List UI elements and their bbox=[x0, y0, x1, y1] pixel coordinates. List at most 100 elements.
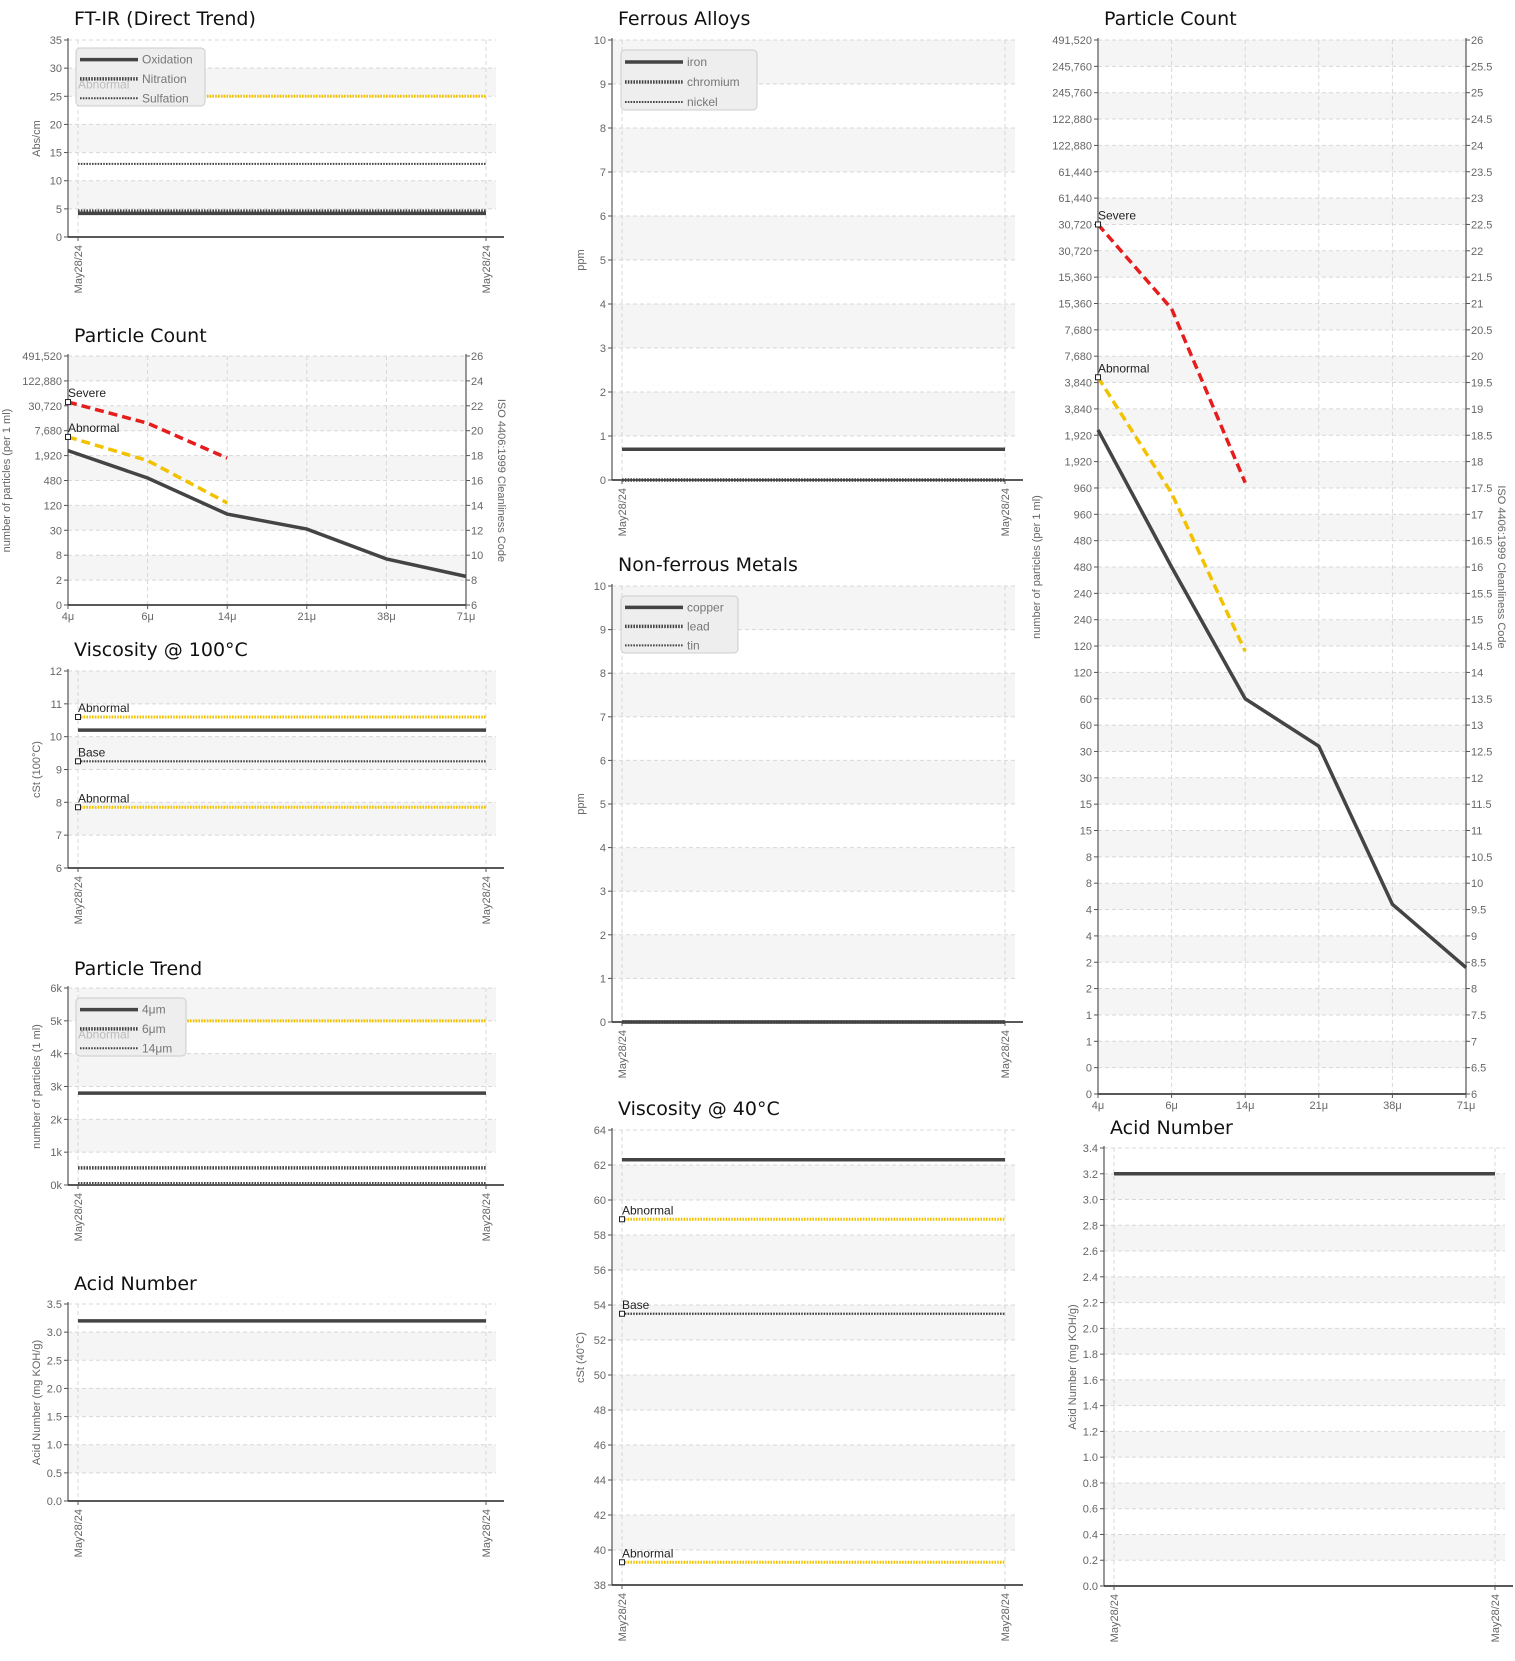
y-tick-label: 9 bbox=[600, 625, 606, 637]
legend-box bbox=[620, 49, 758, 111]
chart-title: Particle Count bbox=[74, 325, 207, 347]
y-tick-label: 2.4 bbox=[1083, 1272, 1098, 1284]
legend-label: copper bbox=[687, 600, 724, 614]
y-tick-label: 1.5 bbox=[47, 1412, 62, 1424]
y-tick-label: 3,840 bbox=[1064, 404, 1092, 416]
y2-tick-label: 16 bbox=[471, 476, 483, 488]
y-tick-label: 2 bbox=[1086, 984, 1092, 996]
y-tick-label: 35 bbox=[50, 35, 62, 47]
legend-note: Abnormal bbox=[78, 78, 129, 92]
legend-label: iron bbox=[687, 55, 707, 69]
y-tick-label: 2.0 bbox=[47, 1383, 62, 1395]
band bbox=[1098, 725, 1466, 752]
x-tick-label: May28/24 bbox=[73, 245, 85, 293]
y-tick-label: 30 bbox=[50, 63, 62, 75]
band bbox=[612, 1445, 1015, 1480]
x-tick-label: 14μ bbox=[218, 611, 237, 623]
band bbox=[68, 124, 496, 153]
y-tick-label: 5 bbox=[600, 255, 606, 267]
band bbox=[1098, 619, 1466, 647]
y-tick-label: 10 bbox=[594, 581, 606, 593]
band bbox=[612, 760, 1015, 804]
y-tick-label: 0.5 bbox=[47, 1468, 62, 1480]
y-tick-label: 11 bbox=[51, 699, 62, 711]
x-tick-label: 38μ bbox=[377, 611, 396, 623]
chart-title: Acid Number bbox=[1110, 1117, 1233, 1139]
y-tick-label: 61,440 bbox=[1058, 167, 1092, 179]
band bbox=[1098, 408, 1466, 436]
y-tick-label: 8 bbox=[56, 797, 62, 809]
y-tick-label: 2 bbox=[600, 387, 606, 399]
legend-label: tin bbox=[687, 638, 700, 652]
y-axis-label: Acid Number (mg KOH/g) bbox=[31, 1340, 43, 1465]
y-tick-label: 7 bbox=[600, 167, 606, 179]
limit-label: Abnormal bbox=[78, 791, 129, 805]
y2-tick-label: 12 bbox=[1471, 773, 1483, 785]
y-tick-label: 42 bbox=[594, 1510, 606, 1522]
y-tick-label: 52 bbox=[594, 1335, 606, 1347]
band bbox=[1098, 198, 1466, 225]
y2-tick-label: 19.5 bbox=[1471, 378, 1492, 390]
y-tick-label: 2.2 bbox=[1083, 1298, 1098, 1310]
y2-tick-label: 26 bbox=[471, 351, 483, 363]
y-tick-label: 15 bbox=[1080, 826, 1092, 838]
limit-marker bbox=[75, 804, 81, 811]
y-axis-label: number of particles (per 1 ml) bbox=[1031, 495, 1043, 639]
y-tick-label: 6 bbox=[600, 755, 606, 767]
band bbox=[68, 455, 466, 481]
limit-marker bbox=[619, 1216, 625, 1223]
y2-tick-label: 17 bbox=[1471, 509, 1483, 521]
y2-tick-label: 10 bbox=[1471, 878, 1483, 890]
y-tick-label: 61,440 bbox=[1058, 193, 1092, 205]
chart-ftir: FT-IR (Direct Trend) 0 5 10 15 20 25 30 35 Abs/cm… bbox=[31, 8, 504, 293]
x-tick-label: May28/24 bbox=[617, 488, 629, 536]
y2-tick-label: 14 bbox=[471, 500, 483, 512]
curve-label: Severe bbox=[1098, 208, 1136, 222]
x-tick-label: 6μ bbox=[1165, 1100, 1177, 1112]
chart-nonferrous: Non-ferrous Metals 0 1 2 3 4 5 6 7 8 9 10 ppm May28/2… bbox=[575, 554, 1023, 1078]
band bbox=[1098, 40, 1466, 67]
chart-acid_small: Acid Number 0.0 0.5 1.0 1.5 2.0 2.5 3.0 3.5 Acid … bbox=[31, 1273, 504, 1557]
limit-marker bbox=[75, 758, 81, 765]
y2-tick-label: 6 bbox=[471, 600, 477, 612]
series-line-value bbox=[67, 448, 467, 579]
y-tick-label: 9 bbox=[600, 79, 606, 91]
y2-tick-label: 24 bbox=[471, 376, 483, 388]
limit-label: Base bbox=[78, 745, 106, 759]
band bbox=[1104, 1173, 1505, 1200]
y-tick-label: 7,680 bbox=[1064, 351, 1092, 363]
y-tick-label: 30,720 bbox=[1058, 219, 1092, 231]
y-tick-label: 1.4 bbox=[1083, 1401, 1098, 1413]
y-tick-label: 120 bbox=[1074, 667, 1092, 679]
band bbox=[1104, 1225, 1505, 1252]
y2-tick-label: 7 bbox=[1471, 1036, 1477, 1048]
band bbox=[612, 1375, 1015, 1410]
band bbox=[1098, 988, 1466, 1015]
legend-label: 6μm bbox=[142, 1022, 166, 1036]
y-tick-label: 960 bbox=[1074, 483, 1092, 495]
y-axis-label: Acid Number (mg KOH/g) bbox=[1067, 1304, 1079, 1429]
band bbox=[612, 304, 1015, 348]
y-tick-label: 0.0 bbox=[1083, 1581, 1098, 1593]
y-tick-label: 60 bbox=[1080, 694, 1092, 706]
band bbox=[612, 1305, 1015, 1340]
y-tick-label: 245,760 bbox=[1052, 61, 1092, 73]
band bbox=[1104, 1276, 1505, 1303]
y-tick-label: 5k bbox=[50, 1016, 62, 1028]
x-tick-label: 21μ bbox=[1310, 1100, 1329, 1112]
y-axis-label: ppm bbox=[575, 793, 587, 814]
y-tick-label: 48 bbox=[594, 1405, 606, 1417]
y-tick-label: 4k bbox=[50, 1049, 62, 1061]
y-tick-label: 30,720 bbox=[28, 401, 62, 413]
y-tick-label: 1,920 bbox=[34, 451, 62, 463]
band bbox=[1104, 1482, 1505, 1509]
x-tick-label: 21μ bbox=[298, 611, 317, 623]
band bbox=[68, 1332, 496, 1361]
x-tick-label: 4μ bbox=[62, 611, 74, 623]
y-tick-label: 3 bbox=[600, 886, 606, 898]
band bbox=[68, 405, 466, 431]
y-tick-label: 6 bbox=[56, 863, 62, 875]
chart-visc40: Viscosity @ 40°C 38 40 42 44 46 48 50 52 54 56 58 60… bbox=[575, 1098, 1023, 1641]
band bbox=[612, 1515, 1015, 1550]
series-line-value bbox=[1096, 429, 1468, 969]
